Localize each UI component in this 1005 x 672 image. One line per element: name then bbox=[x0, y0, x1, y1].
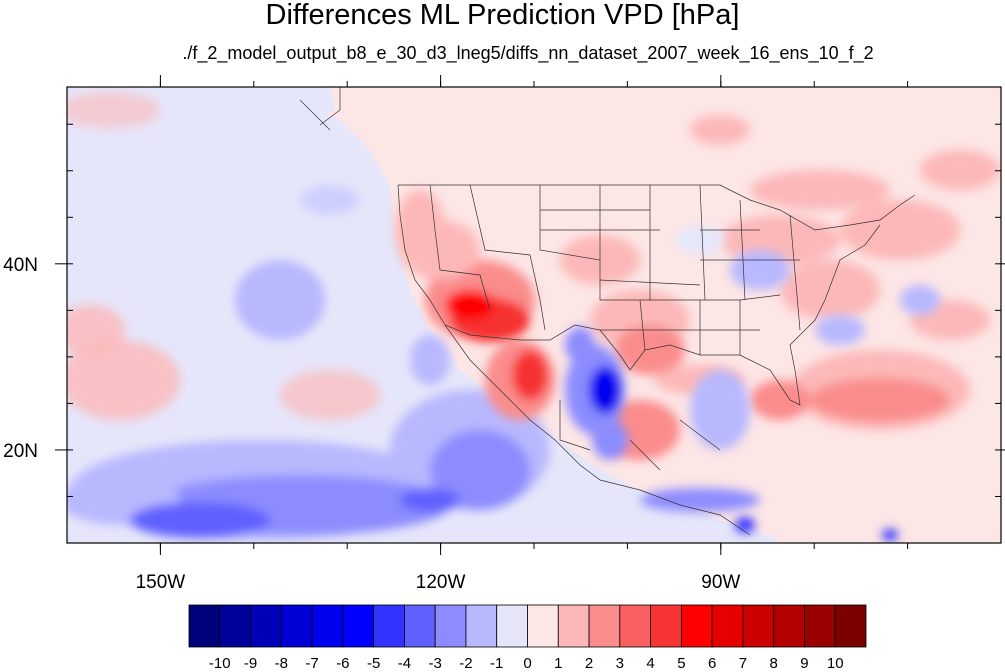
colorbar-label: -9 bbox=[244, 655, 257, 672]
colorbar-swatch bbox=[434, 604, 467, 648]
colorbar-label: -4 bbox=[398, 655, 411, 672]
map-subtitle: ./f_2_model_output_b8_e_30_d3_lneg5/diff… bbox=[182, 43, 874, 63]
colorbar-swatch bbox=[804, 604, 836, 648]
colorbar-swatch bbox=[742, 604, 775, 648]
colorbar-swatch bbox=[404, 604, 436, 648]
colorbar-swatch bbox=[311, 604, 344, 648]
colorbar-swatch bbox=[588, 604, 621, 648]
colorbar-swatch bbox=[680, 604, 713, 648]
colorbar-swatch bbox=[650, 604, 682, 648]
lon-tick-label: 120W bbox=[416, 572, 466, 593]
colorbar-swatch bbox=[219, 604, 251, 648]
colorbar-label: 1 bbox=[554, 655, 562, 672]
colorbar-label: -2 bbox=[459, 655, 472, 672]
colorbar-swatch bbox=[342, 604, 375, 648]
colorbar-swatch bbox=[465, 604, 498, 648]
colorbar-label: 4 bbox=[646, 655, 654, 672]
colorbar-swatch bbox=[250, 604, 282, 648]
colorbar-swatch bbox=[188, 604, 221, 648]
lat-tick-label: 20N bbox=[3, 441, 38, 462]
colorbar-label: 6 bbox=[708, 655, 716, 672]
colorbar-swatch bbox=[834, 604, 867, 648]
pacific-anomaly-field bbox=[67, 87, 780, 543]
colorbar-label: -1 bbox=[490, 655, 503, 672]
colorbar-label: 3 bbox=[616, 655, 624, 672]
colorbar-labels: -10 -9 -8 -7 -6 -5 -4 -3 -2 -1 0 1 2 3 4 5 6 7 8 9 10 bbox=[209, 655, 844, 672]
colorbar-label: 0 bbox=[523, 655, 531, 672]
colorbar-swatch bbox=[527, 604, 559, 648]
map-plot-area bbox=[67, 87, 1001, 543]
colorbar-label: -6 bbox=[336, 655, 349, 672]
colorbar-label: -8 bbox=[275, 655, 288, 672]
colorbar-label: -5 bbox=[367, 655, 380, 672]
colorbar-swatch bbox=[711, 604, 744, 648]
colorbar-swatch bbox=[619, 604, 651, 648]
map-title: Differences ML Prediction VPD [hPa] bbox=[265, 0, 740, 31]
colorbar-swatch bbox=[280, 604, 313, 648]
colorbar-label: -3 bbox=[429, 655, 442, 672]
colorbar-swatch bbox=[773, 604, 805, 648]
colorbar-label: 2 bbox=[585, 655, 593, 672]
colorbar-label: 5 bbox=[677, 655, 685, 672]
colorbar-swatch bbox=[557, 604, 590, 648]
land-anomaly-field bbox=[395, 115, 1000, 460]
axis-ticks bbox=[55, 75, 1005, 555]
colorbar-swatch bbox=[496, 604, 528, 648]
colorbar bbox=[188, 604, 867, 648]
colorbar-label: 9 bbox=[800, 655, 808, 672]
lat-tick-label: 40N bbox=[3, 255, 38, 276]
lon-tick-label: 150W bbox=[136, 572, 186, 593]
colorbar-label: 8 bbox=[770, 655, 778, 672]
colorbar-label: -7 bbox=[305, 655, 318, 672]
colorbar-swatch bbox=[373, 604, 405, 648]
colorbar-label: -10 bbox=[209, 655, 231, 672]
lon-tick-label: 90W bbox=[701, 572, 740, 593]
map-boundaries bbox=[299, 87, 916, 536]
axis-tick-labels: 150W 120W 90W 40N 20N bbox=[3, 255, 740, 593]
colorbar-label: 7 bbox=[739, 655, 747, 672]
colorbar-label: 10 bbox=[827, 655, 844, 672]
